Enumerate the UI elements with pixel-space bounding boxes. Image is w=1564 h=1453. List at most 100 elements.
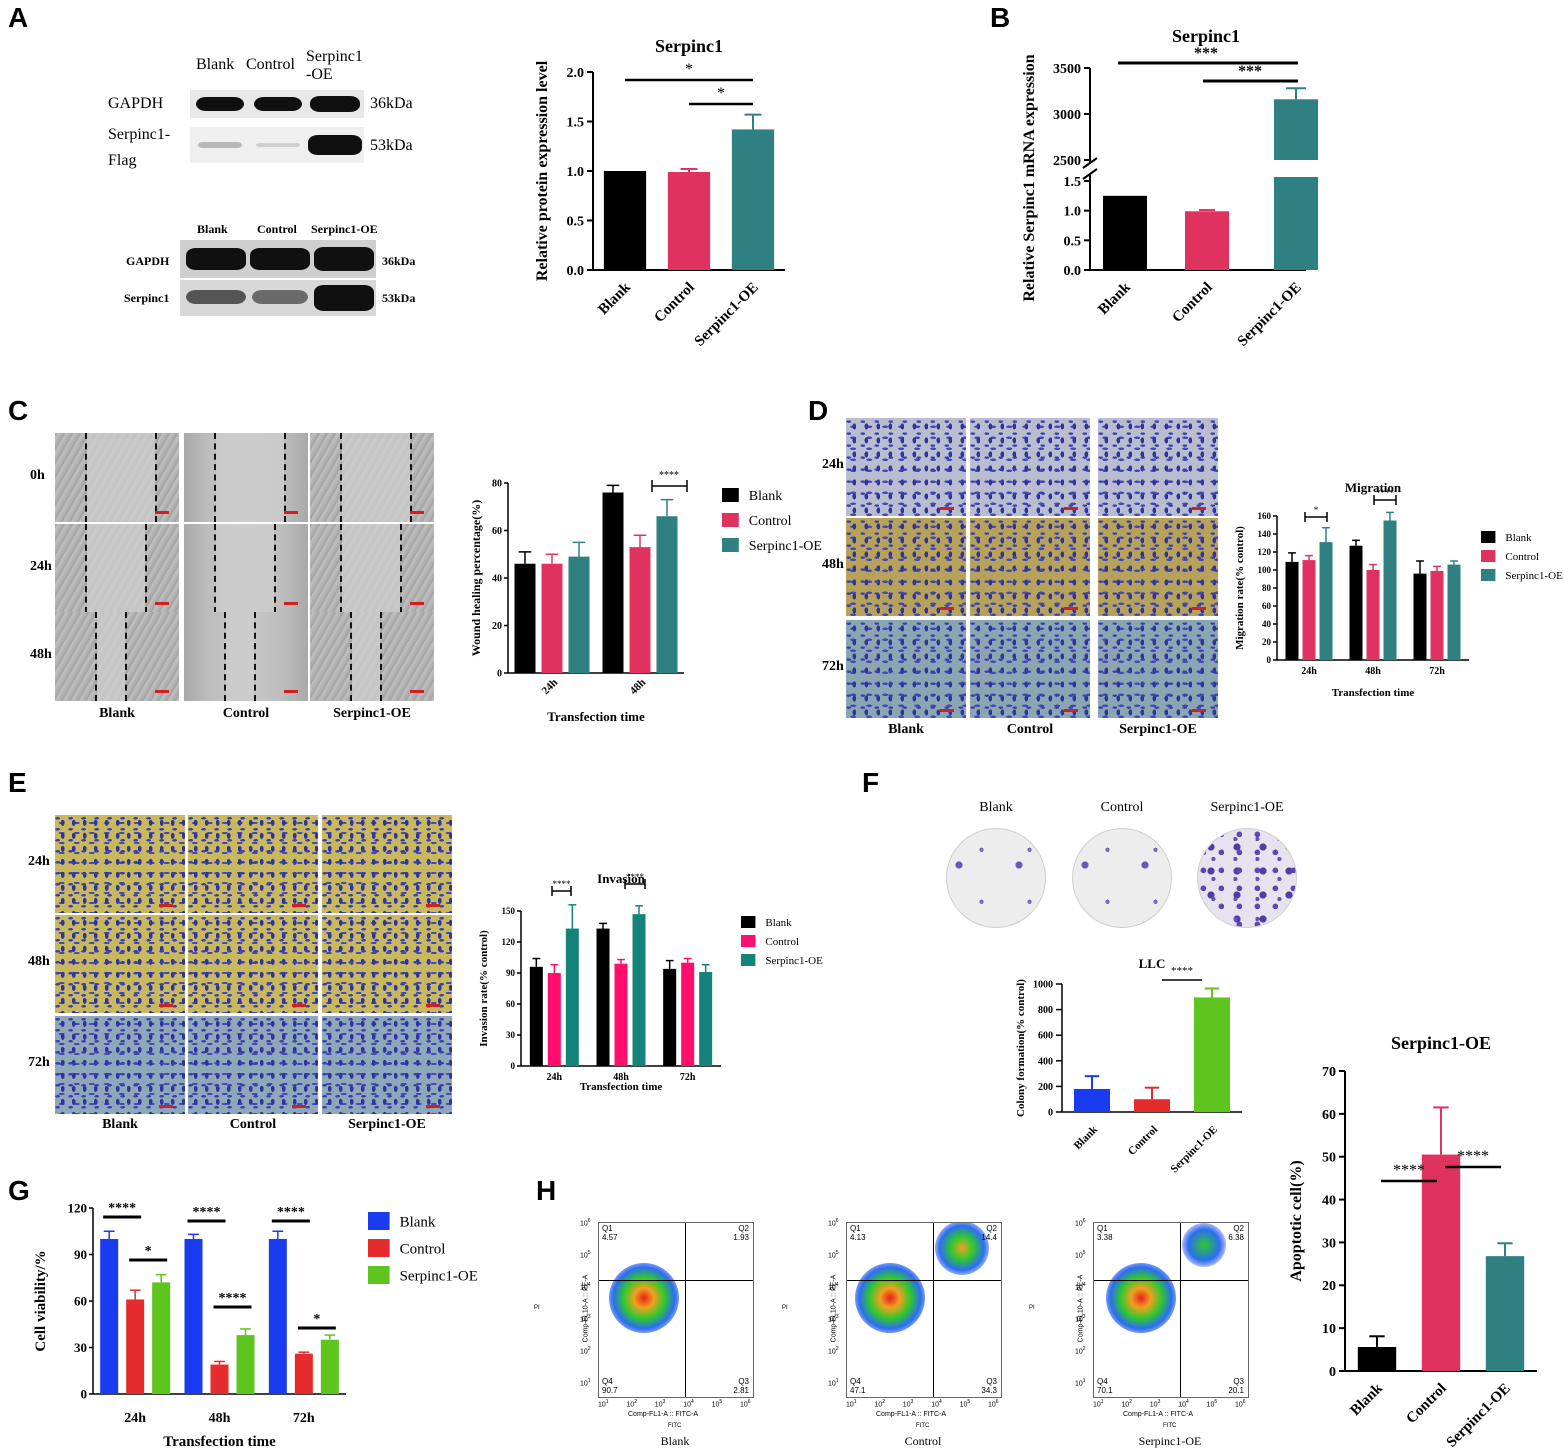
flow-ytick-label: 102 (1075, 1346, 1086, 1356)
flow-xtick-label: 106 (740, 1399, 751, 1409)
flow-ytick-exp: 5 (587, 1250, 591, 1256)
flow-xtick-exp: 4 (690, 1399, 694, 1405)
flow-ysub: PI (534, 1305, 540, 1311)
blot2-kda-36: 36kDa (382, 254, 416, 268)
wound-col-label: Serpinc1-OE (333, 706, 411, 721)
flow-quadrant-value: 1.93 (733, 1233, 749, 1242)
flow-ytick-label: 104 (828, 1282, 839, 1292)
invasion-scale-bar (426, 1004, 440, 1007)
chart-A-category-label: Blank (595, 279, 634, 318)
chart-D-bar-2-0 (1413, 573, 1427, 660)
chart-C-bar-0-2 (568, 556, 590, 673)
chart-D-legend-label: Serpinc1-OE (1505, 570, 1563, 582)
chart-C-category-label: 48h (628, 677, 649, 698)
migration-image (1098, 620, 1218, 718)
migration-scale-bar (940, 709, 954, 712)
wound-gap (87, 524, 145, 613)
flow-xtick-exp: 5 (967, 1399, 971, 1405)
wound-edge-line (380, 612, 382, 701)
flow-ylabel: Comp-FL10-A :: PE-A (582, 1274, 590, 1343)
chart-c-wound-healing: 0 20 40 60 80 Wound healing percentage(%) Tran… (469, 470, 822, 724)
wound-row-label: 0h (30, 467, 45, 483)
invasion-scale-bar (426, 904, 440, 907)
flow-cloud-main (855, 1263, 925, 1333)
wound-edge-line (85, 524, 87, 613)
flow-gate-vertical (933, 1223, 934, 1397)
flow-ytick-label: 106 (580, 1218, 591, 1228)
flow-xtick-exp: 5 (1214, 1399, 1218, 1405)
wound-edge-line (340, 524, 342, 613)
flow-quadrant-name: Q1 (1097, 1224, 1108, 1233)
chart-G-bar-0-1 (126, 1299, 145, 1394)
chart-D-category-label: 72h (1429, 666, 1445, 677)
flow-ytick-exp: 4 (835, 1282, 839, 1288)
chart-F-ytick-label: 1000 (1033, 980, 1053, 991)
flow-quadrant-name: Q2 (1233, 1224, 1244, 1233)
chart-E-ytick-label: 30 (506, 1030, 516, 1040)
chart-B-bar-2-low (1274, 177, 1318, 270)
flow-xtick-exp: 3 (662, 1399, 666, 1405)
chart-A-ylabel: Relative protein expression level (534, 60, 551, 281)
flow-ytick-label: 102 (580, 1346, 591, 1356)
wound-scale-bar (155, 602, 169, 605)
chart-A-sig-label: * (685, 61, 693, 78)
chart-E-xlabel: Transfection time (580, 1081, 663, 1093)
wound-edge-line (85, 433, 87, 522)
flow-quadrant-3: Q3 2.81 (733, 1377, 749, 1395)
invasion-row-label: 48h (28, 954, 50, 969)
invasion-scale-bar (159, 1004, 173, 1007)
flow-xtick-exp: 1 (605, 1399, 609, 1405)
flow-ytick-label: 103 (580, 1314, 591, 1324)
flow-xtick-label: 102 (1121, 1399, 1132, 1409)
flow-xtick-exp: 3 (910, 1399, 914, 1405)
flow-ysub: PI (782, 1305, 788, 1311)
chart-C-bar-1-1 (629, 547, 651, 673)
chart-D-ytick-label: 100 (1258, 565, 1272, 575)
flow-ytick-exp: 1 (835, 1378, 839, 1384)
migration-scale-bar (1192, 507, 1206, 510)
blot1-header-oe: Serpinc1 -OE (306, 48, 363, 83)
flow-xtick-label: 102 (874, 1399, 885, 1409)
flow-xtick-label: 101 (1093, 1399, 1104, 1409)
blot2-kda-53: 53kDa (382, 291, 416, 305)
chart-D-sig-label: * (1314, 505, 1319, 515)
chart-G-ylabel: Cell viability/% (33, 1250, 49, 1351)
panel-label-d: D (808, 395, 829, 426)
wound-edge-line (254, 612, 256, 701)
flow-ylabel: Comp-FL10-A :: PE-A (1077, 1274, 1085, 1343)
flow-quadrant-value: 20.1 (1228, 1386, 1244, 1395)
chart-D-legend-swatch (1481, 550, 1496, 562)
flow-xsub: FITC (916, 1423, 930, 1429)
chart-E-ytick-label: 120 (502, 937, 516, 947)
flow-ytick-label: 105 (580, 1250, 591, 1260)
flow-xsub: FITC (668, 1423, 682, 1429)
chart-G-ytick-label: 120 (68, 1201, 88, 1216)
panel-label-f: F (862, 767, 880, 798)
chart-G-bar-2-0 (268, 1239, 287, 1394)
invasion-scale-bar (292, 1004, 306, 1007)
wound-image (55, 524, 179, 613)
blot2-row-serpinc1: Serpinc1 (124, 291, 170, 305)
chart-E-legend-label: Control (765, 936, 799, 948)
invasion-image (188, 815, 318, 913)
wound-edge-line (214, 524, 216, 613)
wound-edge-line (274, 524, 276, 613)
chart-G-legend-swatch (368, 1239, 390, 1257)
chart-B-bar-1 (1185, 211, 1229, 270)
chart-F-bar-0 (1074, 1088, 1110, 1112)
chart-G-legend-label: Serpinc1-OE (400, 1268, 478, 1284)
wound-image (310, 612, 434, 701)
chart-F-ytick-label: 600 (1038, 1031, 1053, 1042)
chart-G-bar-2-1 (294, 1353, 313, 1394)
blot1-strip-flag (190, 127, 364, 163)
chart-H-ytick-label: 70 (1322, 1065, 1336, 1080)
flow-ytick-label: 104 (1075, 1282, 1086, 1292)
flow-xtick-exp: 1 (1100, 1399, 1104, 1405)
invasion-scale-bar (159, 904, 173, 907)
flow-ytick-exp: 1 (1082, 1378, 1086, 1384)
flow-quadrant-name: Q2 (986, 1224, 997, 1233)
chart-G-sig-label: * (145, 1244, 152, 1259)
chart-B-category-label: Serpinc1-OE (1235, 280, 1305, 350)
chart-B-ytick-label: 0.5 (1064, 234, 1082, 249)
chart-E-legend-swatch (741, 935, 756, 947)
